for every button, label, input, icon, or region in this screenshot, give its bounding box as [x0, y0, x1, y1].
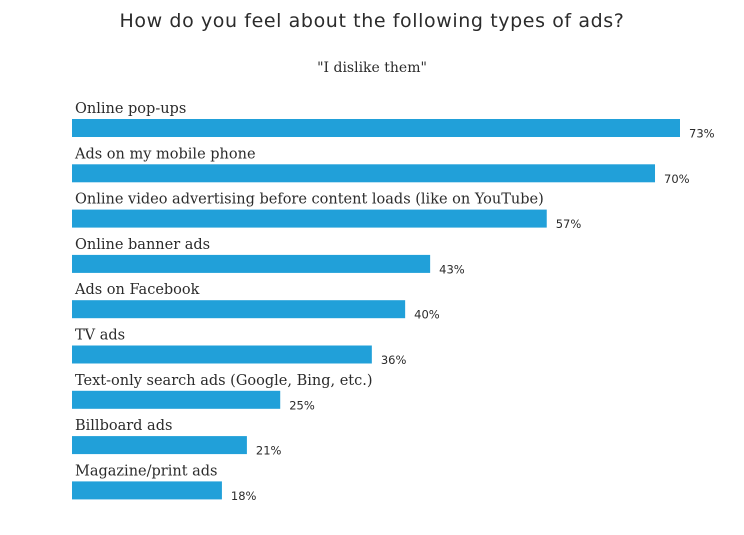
category-label: Online video advertising before content …	[75, 192, 544, 208]
category-label: Online banner ads	[75, 237, 210, 253]
bar	[72, 164, 656, 183]
category-label: Ads on Facebook	[74, 282, 200, 298]
bar	[72, 119, 680, 137]
value-label: 43%	[439, 262, 465, 276]
category-label: Ads on my mobile phone	[74, 146, 256, 162]
bar	[72, 481, 222, 500]
value-label: 25%	[289, 398, 315, 412]
bar	[72, 390, 281, 409]
value-label: 70%	[664, 172, 690, 186]
bar	[72, 254, 431, 273]
category-label: Magazine/print ads	[75, 463, 218, 479]
value-label: 57%	[556, 217, 582, 231]
category-label: Billboard ads	[75, 418, 172, 434]
bar	[72, 300, 406, 319]
bar	[72, 209, 547, 228]
chart-title: How do you feel about the following type…	[119, 10, 625, 32]
value-label: 73%	[689, 127, 715, 141]
value-label: 18%	[231, 489, 257, 503]
bar	[72, 345, 372, 364]
category-label: TV ads	[75, 328, 125, 344]
bar	[72, 436, 247, 455]
value-label: 36%	[381, 353, 407, 367]
value-label: 40%	[414, 308, 440, 322]
category-label: Online pop-ups	[75, 101, 186, 117]
chart-subtitle: "I dislike them"	[317, 60, 427, 76]
value-label: 21%	[256, 444, 282, 458]
category-label: Text-only search ads (Google, Bing, etc.…	[75, 373, 373, 389]
